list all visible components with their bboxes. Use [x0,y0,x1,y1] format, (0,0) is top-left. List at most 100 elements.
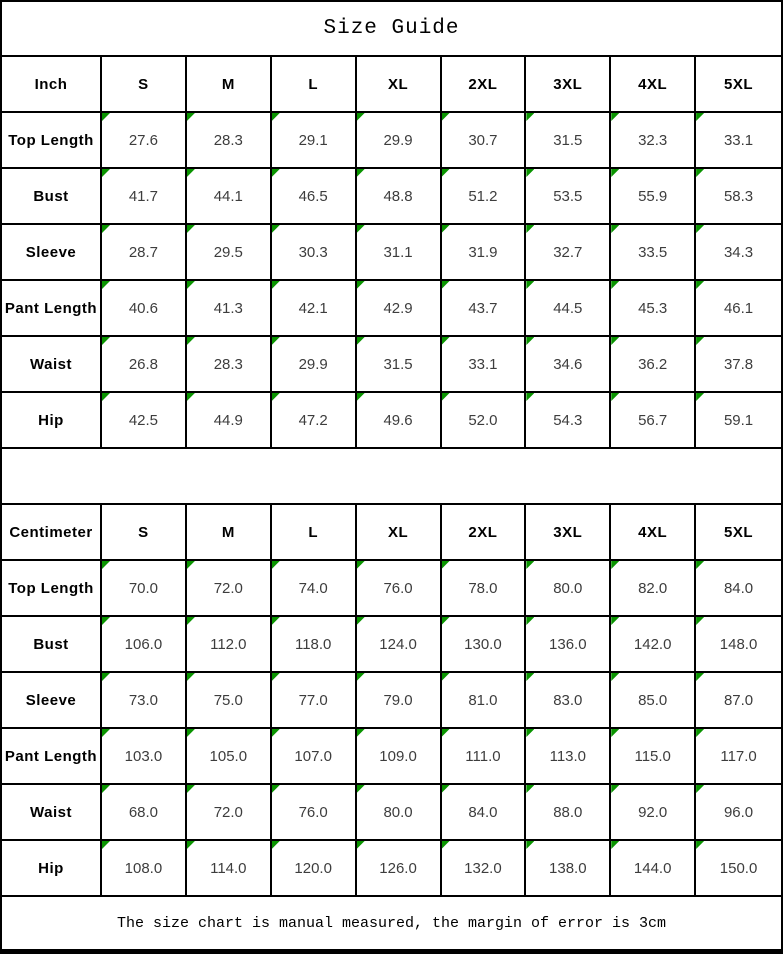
cell-marker-icon [271,225,280,233]
value-cell-text: 78.0 [468,579,498,597]
value-cell-text: 114.0 [210,859,247,877]
value-cell: 118.0 [271,617,357,673]
value-cell: 112.0 [186,617,272,673]
cell-marker-icon [441,225,450,233]
value-cell: 31.5 [356,337,442,393]
cell-marker-icon [696,617,705,625]
cell-marker-icon [526,225,535,233]
value-cell: 43.7 [441,281,527,337]
value-cell: 36.2 [611,337,697,393]
value-cell-text: 29.9 [383,131,413,149]
cell-marker-icon [611,673,620,681]
size-header-cell: 2XL [441,505,527,561]
value-cell-text: 44.5 [553,299,583,317]
value-cell: 80.0 [356,785,442,841]
cell-marker-icon [102,225,110,233]
cell-marker-icon [102,281,110,289]
cell-marker-icon [696,225,705,233]
value-cell-text: 33.1 [468,355,498,373]
size-header-cell-text: 2XL [468,523,498,541]
cell-marker-icon [356,225,365,233]
value-cell: 48.8 [356,169,442,225]
value-cell: 68.0 [102,785,187,841]
value-cell-text: 148.0 [719,635,758,653]
cell-marker-icon [441,785,450,793]
cell-marker-icon [356,729,365,737]
cell-marker-icon [271,673,280,681]
value-cell: 120.0 [271,841,357,897]
cell-marker-icon [441,841,450,849]
value-cell-text: 72.0 [213,579,243,597]
cell-marker-icon [611,169,620,177]
value-cell: 45.3 [611,281,697,337]
value-cell: 42.1 [271,281,357,337]
unit-header-cell: Centimeter [2,505,102,561]
value-cell: 108.0 [102,841,187,897]
row-label-cell-text: Pant Length [4,299,98,317]
value-cell: 28.7 [102,225,187,281]
cell-marker-icon [611,617,620,625]
size-header-cell: XL [356,505,442,561]
value-cell: 72.0 [186,785,272,841]
value-cell-text: 45.3 [638,299,668,317]
value-cell: 41.3 [186,281,272,337]
value-cell-text: 42.1 [298,299,328,317]
value-cell-text: 79.0 [383,691,413,709]
value-cell: 113.0 [526,729,612,785]
value-cell-text: 33.5 [638,243,668,261]
cell-marker-icon [441,169,450,177]
table-divider [2,449,781,505]
value-cell-text: 88.0 [553,803,583,821]
cell-marker-icon [186,673,195,681]
value-cell-text: 108.0 [124,859,163,877]
value-cell-text: 53.5 [553,187,583,205]
value-cell: 46.5 [271,169,357,225]
value-cell-text: 29.9 [298,355,328,373]
value-cell: 46.1 [696,281,781,337]
value-cell-text: 46.5 [298,187,328,205]
size-table-centimeter: Centimeter S M L XL 2XL 3XL 4XL 5XL Top Length 70.… [2,505,781,897]
size-header-cell: S [102,57,187,113]
value-cell: 27.6 [102,113,187,169]
cell-marker-icon [186,617,195,625]
cell-marker-icon [102,113,110,121]
cell-marker-icon [441,673,450,681]
size-header-cell-text: 4XL [638,75,668,93]
value-cell-text: 44.1 [213,187,243,205]
value-cell: 150.0 [696,841,781,897]
cell-marker-icon [696,729,705,737]
value-cell: 136.0 [526,617,612,673]
value-cell-text: 68.0 [128,803,159,821]
row-label-cell-text: Top Length [8,131,94,149]
cell-marker-icon [186,393,195,401]
cell-marker-icon [271,841,280,849]
value-cell-text: 113.0 [549,747,587,765]
cell-marker-icon [271,393,280,401]
value-cell: 42.5 [102,393,187,449]
value-cell: 32.7 [526,225,612,281]
cell-marker-icon [271,113,280,121]
size-header-cell: 2XL [441,57,527,113]
size-header-cell: M [186,505,272,561]
row-label-cell-text: Sleeve [25,243,77,261]
row-label-cell: Bust [2,617,102,673]
size-header-cell-text: XL [387,523,409,541]
value-cell-text: 33.1 [723,131,754,149]
value-cell: 34.6 [526,337,612,393]
cell-marker-icon [696,393,705,401]
row-label-cell-text: Pant Length [4,747,98,765]
value-cell: 74.0 [271,561,357,617]
cell-marker-icon [526,729,535,737]
value-cell-text: 76.0 [383,579,413,597]
value-cell: 111.0 [441,729,527,785]
value-cell: 32.3 [611,113,697,169]
value-cell-text: 84.0 [723,579,754,597]
cell-marker-icon [271,169,280,177]
row-label-cell-text: Bust [33,635,69,653]
value-cell-text: 42.9 [383,299,413,317]
size-header-cell: L [271,57,357,113]
value-cell: 106.0 [102,617,187,673]
value-cell: 96.0 [696,785,781,841]
value-cell: 51.2 [441,169,527,225]
cell-marker-icon [696,113,705,121]
